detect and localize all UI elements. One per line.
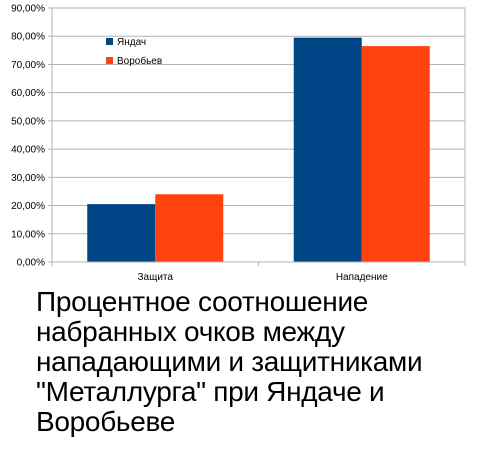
bar-2-2	[361, 46, 430, 262]
bar-2-1	[155, 194, 224, 262]
y-tick-label: 50,00%	[11, 116, 45, 127]
y-tick-label: 10,00%	[11, 229, 45, 240]
y-tick-label: 0,00%	[17, 258, 45, 269]
chart: 0,00% 10,00% 20,00% 30,00% 40,00% 50,00% 60,00…	[11, 4, 466, 283]
y-tick-label: 70,00%	[11, 60, 45, 71]
legend-label-1: Яндач	[117, 37, 146, 48]
y-tick-label: 80,00%	[11, 32, 45, 43]
x-category-label: Нападение	[336, 272, 388, 283]
legend-label-2: Воробьев	[117, 55, 162, 67]
bar-chart: 0,00% 10,00% 20,00% 30,00% 40,00% 50,00% 60,00…	[11, 4, 466, 283]
y-tick-label: 90,00%	[11, 4, 45, 15]
x-category-label: Защита	[138, 272, 174, 283]
chart-caption: Процентное соотношение набранных очков м…	[36, 286, 423, 437]
legend-swatch-2	[106, 57, 113, 64]
y-tick-label: 30,00%	[11, 173, 45, 184]
bar-1-1	[87, 204, 156, 262]
y-tick-label: 60,00%	[11, 88, 45, 99]
bar-1-2	[293, 37, 362, 263]
legend-swatch-1	[106, 38, 113, 45]
y-tick-label: 20,00%	[11, 201, 45, 212]
y-tick-label: 40,00%	[11, 145, 45, 156]
